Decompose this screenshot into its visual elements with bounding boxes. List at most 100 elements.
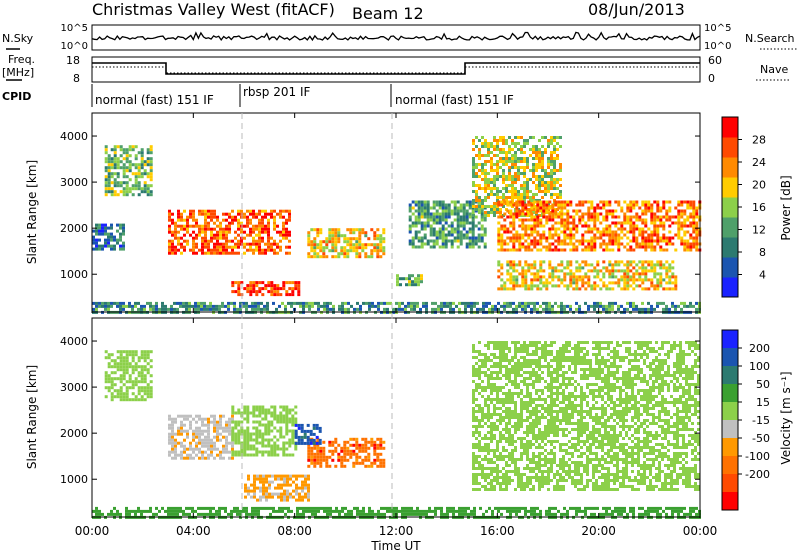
echo-cell [680, 236, 684, 240]
echo-cell [110, 365, 114, 369]
echo-cell [505, 437, 508, 440]
echo-cell [307, 477, 310, 481]
echo-cell [511, 440, 514, 443]
echo-cell [328, 240, 332, 244]
echo-cell [252, 284, 256, 288]
echo-cell [635, 200, 639, 204]
echo-cell [101, 226, 104, 230]
echo-cell [358, 234, 362, 238]
echo-cell [695, 209, 699, 213]
echo-cell [149, 365, 153, 369]
echo-cell [265, 477, 268, 481]
echo-cell [107, 307, 110, 311]
echo-cell [488, 307, 491, 311]
echo-cell [487, 386, 490, 389]
echo-cell [207, 224, 210, 228]
echo-cell [475, 488, 478, 491]
echo-cell [243, 429, 247, 433]
echo-cell [517, 350, 520, 353]
echo-cell [137, 187, 141, 191]
echo-cell [641, 233, 645, 237]
echo-cell [122, 187, 126, 191]
echo-cell [444, 239, 448, 243]
echo-cell [201, 230, 204, 234]
echo-cell [544, 181, 547, 184]
echo-cell [212, 304, 215, 308]
echo-cell [125, 181, 129, 185]
echo-cell [518, 263, 522, 267]
echo-cell [237, 420, 241, 424]
echo-cell [644, 266, 648, 270]
echo-cell [569, 236, 573, 240]
echo-cell [331, 228, 335, 232]
echo-cell [417, 283, 420, 287]
echo-cell [626, 218, 630, 222]
echo-cell [560, 221, 564, 225]
echo-cell [575, 260, 579, 264]
echo-cell [505, 196, 508, 199]
echo-cell [315, 441, 319, 445]
echo-cell [270, 420, 274, 424]
echo-cell [104, 380, 108, 384]
echo-cell [511, 199, 514, 202]
echo-cell [273, 242, 276, 246]
echo-cell [695, 230, 699, 234]
echo-cell [195, 233, 198, 237]
echo-cell [104, 371, 108, 375]
echo-cell [509, 287, 513, 291]
echo-cell [319, 464, 323, 468]
echo-cell [692, 203, 696, 207]
echo-cell [236, 307, 239, 311]
echo-cell [282, 420, 286, 424]
echo-cell [551, 224, 555, 228]
echo-cell [695, 206, 699, 210]
echo-cell [210, 209, 213, 213]
echo-cell [198, 450, 201, 454]
echo-cell [268, 486, 271, 490]
echo-cell [502, 398, 505, 401]
echo-cell [207, 438, 210, 442]
echo-cell [171, 233, 174, 237]
echo-cell [113, 181, 117, 185]
echo-cell [459, 221, 463, 225]
echo-cell [545, 278, 549, 282]
echo-cell [122, 392, 126, 396]
echo-cell [487, 184, 490, 187]
echo-cell [487, 437, 490, 440]
echo-cell [143, 350, 147, 354]
echo-cell [373, 449, 377, 453]
echo-cell [146, 368, 150, 372]
echo-cell [593, 284, 597, 288]
echo-cell [198, 435, 201, 439]
echo-cell [204, 239, 207, 243]
echo-cell [261, 287, 265, 291]
echo-cell [149, 178, 153, 182]
echo-cell [599, 221, 603, 225]
echo-cell [512, 218, 516, 222]
echo-cell [267, 426, 271, 430]
echo-cell [276, 417, 280, 421]
echo-cell [484, 184, 487, 187]
echo-cell [484, 449, 487, 452]
echo-cell [364, 455, 368, 459]
echo-cell [259, 486, 262, 490]
echo-cell [536, 239, 540, 243]
echo-cell [517, 428, 520, 431]
echo-cell [626, 260, 630, 264]
echo-cell [530, 301, 533, 305]
echo-region [168, 414, 234, 460]
echo-cell [626, 206, 630, 210]
echo-cell [447, 233, 451, 237]
echo-cell [484, 443, 487, 446]
echo-cell [547, 181, 550, 184]
echo-cell [692, 212, 696, 216]
echo-cell [456, 200, 460, 204]
echo-cell [484, 356, 487, 359]
echo-cell [647, 287, 651, 291]
echo-cell [500, 236, 504, 240]
echo-cell [264, 224, 267, 228]
echo-cell [508, 151, 511, 154]
echo-cell [471, 227, 475, 231]
echo-cell [267, 438, 271, 442]
echo-cell [554, 203, 558, 207]
